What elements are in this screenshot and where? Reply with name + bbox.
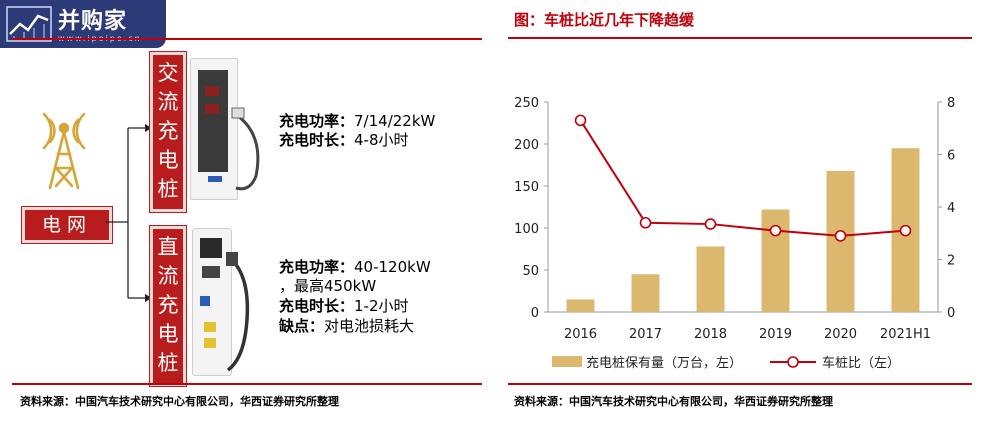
right-source-rule	[508, 383, 972, 385]
ratio-point	[639, 216, 652, 229]
dc-power-value: 40-120kW	[354, 258, 431, 276]
y-left-tick-label: 200	[514, 138, 539, 153]
ratio-point	[769, 224, 782, 237]
ratio-line	[579, 119, 906, 237]
ac-time-spec: 充电时长：4-8小时	[279, 129, 409, 150]
dc-time-value: 1-2小时	[354, 297, 409, 315]
legend-label-line: 车桩比（左）	[822, 355, 900, 371]
bar	[696, 246, 725, 312]
ac-power-value: 7/14/22kW	[354, 112, 436, 130]
x-tick-label: 2016	[564, 327, 597, 342]
y-right-tick-label: 4	[947, 201, 955, 216]
y-left-tick-label: 0	[531, 306, 539, 321]
x-tick-label: 2020	[824, 327, 857, 342]
ratio-point	[834, 230, 847, 242]
y-right-tick-label: 8	[947, 96, 955, 111]
dc-charger-image	[188, 226, 270, 378]
logo-chart-icon	[6, 6, 52, 42]
chart-title: 图：车桩比近几年下降趋缓	[514, 11, 695, 29]
y-left-tick-label: 250	[514, 96, 539, 111]
ratio-point	[574, 114, 587, 127]
ac-power-spec: 充电功率：7/14/22kW	[279, 110, 435, 131]
dc-time-spec: 充电时长：1-2小时	[279, 295, 409, 316]
y-left-tick-label: 150	[514, 180, 539, 195]
ac-time-value: 4-8小时	[354, 131, 409, 149]
left-header-rule	[12, 38, 482, 40]
ac-power-label: 充电功率：	[279, 112, 355, 130]
ratio-point	[704, 218, 717, 230]
ac-time-label: 充电时长：	[279, 131, 355, 149]
y-left-tick-label: 50	[522, 264, 539, 279]
legend-swatch-marker	[787, 356, 799, 368]
dc-power-note: ，最高450kW	[279, 277, 377, 295]
right-source-note: 资料来源：中国汽车技术研究中心有限公司，华西证券研究所整理	[514, 395, 833, 408]
x-tick-label: 2018	[694, 327, 727, 342]
dc-power-spec: 充电功率：40-120kW	[279, 256, 431, 277]
right-header-rule	[508, 37, 972, 39]
chart-canvas: 0 50 100 150 200 250 0 2 4 6 8 2016 2017 2018 2019 2020…	[514, 96, 955, 371]
x-tick-label: 2017	[629, 327, 662, 342]
logo-name: 并购家	[58, 9, 128, 34]
bar	[631, 274, 660, 312]
x-tick-label: 2019	[759, 327, 792, 342]
power-tower-icon	[42, 112, 86, 190]
legend-label-bars: 充电桩保有量（万台，左）	[586, 355, 742, 371]
left-source-rule	[12, 383, 482, 385]
y-right-tick-label: 0	[947, 306, 955, 321]
dc-drawback-value: 对电池损耗大	[324, 317, 415, 335]
dc-drawback-spec: 缺点：对电池损耗大	[279, 315, 414, 336]
dc-drawback-label: 缺点：	[279, 317, 325, 335]
dc-charger-label: 直流充电桩	[150, 226, 186, 386]
x-tick-label: 2021H1	[880, 327, 931, 342]
ac-charger-image	[188, 56, 270, 204]
legend-swatch-bars	[552, 356, 582, 367]
connector-lines	[106, 124, 152, 302]
y-right-tick-label: 2	[947, 254, 955, 269]
bar	[566, 299, 595, 312]
ac-charger-label: 交流充电桩	[150, 52, 186, 212]
left-source-note: 资料来源：中国汽车技术研究中心有限公司，华西证券研究所整理	[20, 395, 339, 408]
y-right-tick-label: 6	[947, 149, 955, 164]
dc-time-label: 充电时长：	[279, 297, 355, 315]
y-left-tick-label: 100	[514, 222, 539, 237]
site-logo: 并购家 www.ipoipo.cn	[0, 0, 166, 48]
ratio-point	[899, 224, 912, 237]
dc-power-label: 充电功率：	[279, 258, 355, 276]
grid-label: 电网	[22, 207, 112, 243]
